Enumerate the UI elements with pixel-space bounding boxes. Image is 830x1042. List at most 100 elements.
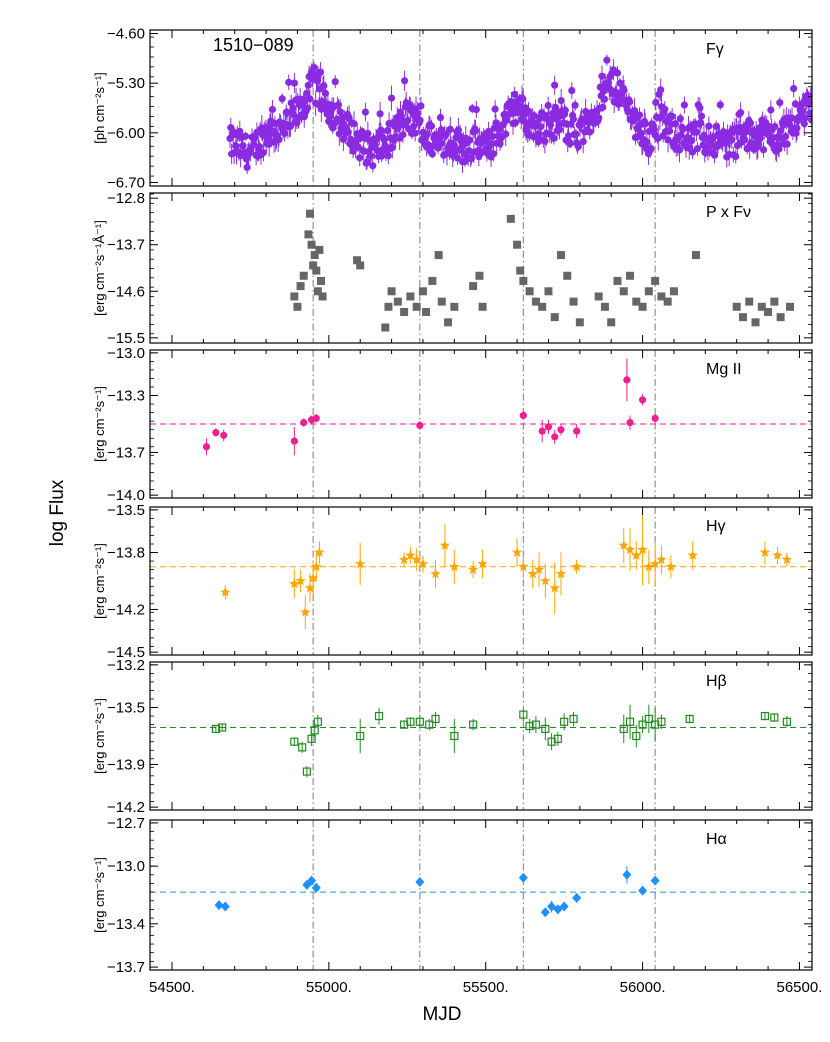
- data-point: [417, 102, 425, 110]
- data-point: [557, 96, 565, 105]
- panel-plot-area: [226, 30, 812, 186]
- data-point: [553, 734, 562, 743]
- data-point: [693, 145, 702, 153]
- data-point: [651, 276, 660, 285]
- data-point: [399, 131, 407, 139]
- data-point: [472, 105, 480, 114]
- data-point: [306, 95, 314, 103]
- data-point: [387, 94, 396, 102]
- data-point: [469, 282, 478, 291]
- data-point: [618, 539, 629, 550]
- data-point: [400, 307, 409, 316]
- data-point: [356, 731, 365, 741]
- data-point: [278, 95, 286, 103]
- data-point: [326, 113, 334, 121]
- data-point: [518, 872, 528, 883]
- data-point: [638, 720, 647, 729]
- panel-name-label: Mg II: [706, 361, 742, 378]
- data-point: [693, 128, 701, 136]
- data-point: [561, 106, 569, 114]
- data-point: [600, 302, 609, 311]
- data-point: [563, 271, 572, 280]
- data-point: [320, 82, 328, 90]
- y-tick-label: −12.7: [107, 815, 145, 832]
- data-point: [516, 266, 525, 275]
- panel-frame: [149, 192, 813, 344]
- data-point: [550, 134, 558, 142]
- data-point: [290, 292, 299, 301]
- data-point: [406, 717, 415, 726]
- data-point: [310, 251, 319, 260]
- panel-optical: −12.8 −13.7 −14.6 −15.5[erg cm⁻²s⁻¹Å⁻¹] P x …: [92, 190, 813, 347]
- data-point: [513, 240, 522, 249]
- data-point: [296, 282, 305, 291]
- data-point: [466, 136, 474, 144]
- data-point: [400, 720, 409, 729]
- data-point: [668, 112, 676, 121]
- data-point: [427, 122, 436, 130]
- data-point: [290, 437, 298, 445]
- data-point: [232, 142, 240, 150]
- data-point: [220, 901, 230, 912]
- data-point: [425, 720, 434, 729]
- y-tick-label: −12.8: [107, 190, 145, 207]
- data-point: [669, 287, 678, 296]
- data-point: [696, 104, 704, 112]
- data-point: [569, 115, 578, 123]
- data-point: [469, 720, 478, 729]
- data-point: [449, 561, 460, 572]
- data-point: [728, 136, 736, 144]
- data-point: [214, 900, 224, 911]
- data-point: [212, 428, 220, 437]
- data-point: [299, 271, 308, 280]
- data-point: [666, 127, 674, 135]
- panel-unit-label: [erg cm⁻²s⁻¹]: [92, 698, 107, 774]
- panel-frame: [149, 661, 813, 811]
- panel-unit-label: [erg cm⁻²s⁻¹]: [92, 857, 107, 933]
- data-point: [417, 558, 429, 569]
- data-point: [418, 287, 427, 296]
- data-point: [255, 143, 263, 151]
- panel-halpha: −12.7 −13.0 −13.4 −13.7 [erg cm⁻²s⁻¹] Hα: [92, 815, 813, 976]
- data-point: [544, 287, 553, 296]
- data-point: [436, 113, 445, 122]
- data-point: [557, 251, 566, 260]
- data-point: [547, 737, 556, 746]
- data-point: [295, 575, 306, 586]
- data-point: [376, 110, 384, 118]
- y-tick-label: −13.9: [107, 756, 145, 773]
- data-point: [535, 130, 543, 138]
- data-point: [331, 78, 339, 86]
- data-point: [415, 877, 425, 888]
- data-point: [751, 318, 760, 327]
- data-point: [626, 418, 634, 427]
- data-point: [393, 297, 402, 306]
- data-point: [697, 112, 706, 120]
- x-axis-label: MJD: [422, 1004, 461, 1025]
- data-point: [679, 125, 687, 134]
- data-point: [626, 271, 635, 280]
- data-point: [527, 568, 538, 579]
- data-point: [220, 586, 231, 597]
- data-point: [540, 575, 551, 586]
- data-point: [398, 554, 410, 565]
- data-point: [437, 297, 446, 306]
- panel-plot-area: [150, 662, 812, 810]
- data-point: [388, 143, 396, 152]
- data-point: [806, 109, 812, 117]
- data-point: [316, 68, 325, 76]
- panel-unit-label: [erg cm⁻²s⁻¹]: [92, 386, 107, 462]
- data-point: [635, 111, 644, 119]
- y-tick-label: −13.7: [107, 237, 145, 254]
- data-point: [560, 717, 569, 726]
- data-point: [544, 423, 553, 431]
- data-point: [518, 561, 529, 572]
- data-point: [519, 276, 528, 285]
- data-point: [525, 721, 534, 731]
- data-point: [310, 63, 318, 72]
- data-point: [571, 561, 582, 572]
- y-tick-label: −5.30: [107, 75, 145, 92]
- y-tick-label: −6.70: [107, 174, 145, 191]
- data-point: [623, 376, 631, 384]
